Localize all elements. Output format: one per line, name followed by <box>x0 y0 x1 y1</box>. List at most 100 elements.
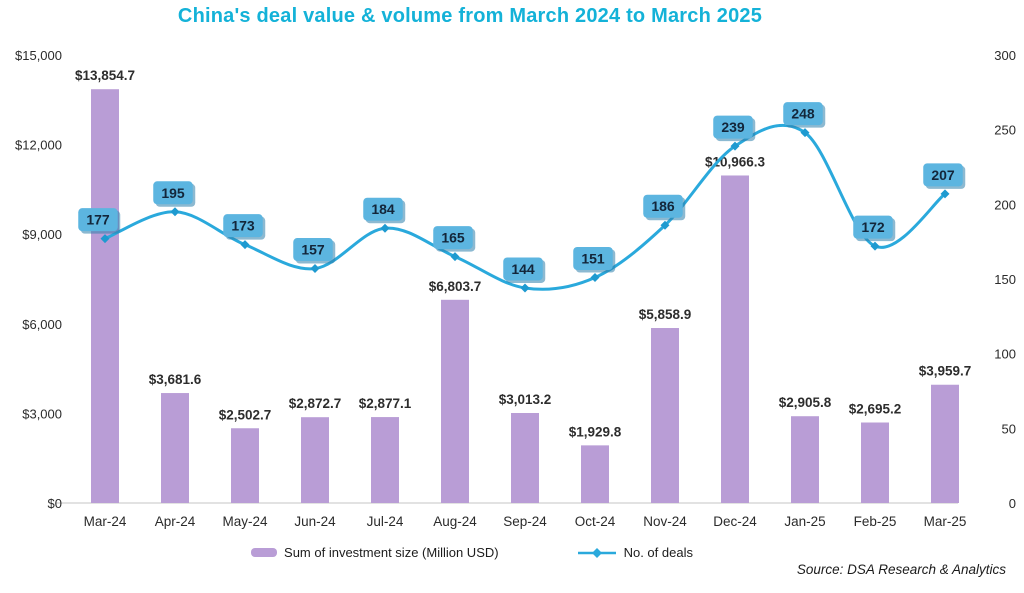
bar <box>161 393 189 503</box>
left-axis-tick-label: $15,000 <box>15 48 62 63</box>
x-axis-label: Mar-25 <box>924 514 967 529</box>
bar-value-label: $2,695.2 <box>849 402 902 417</box>
deals-point <box>310 264 320 274</box>
deals-badge <box>643 194 683 218</box>
x-axis-label: Feb-25 <box>854 514 897 529</box>
right-axis-tick-label: 150 <box>994 272 1016 287</box>
x-axis-label: Jul-24 <box>367 514 404 529</box>
deals-badge <box>853 215 893 239</box>
deals-badge-label: 172 <box>861 219 885 235</box>
bar-value-label: $6,803.7 <box>429 279 482 294</box>
legend: Sum of investment size (Million USD) No.… <box>0 545 984 560</box>
combo-chart: $15,000 $12,000 $9,000 $6,000 $3,000 $0 300 250… <box>15 48 1016 529</box>
deals-badge <box>923 163 963 187</box>
deals-badge-label: 173 <box>231 218 255 234</box>
deals-badge-label: 144 <box>511 261 535 277</box>
bar <box>931 384 959 503</box>
bar-value-label: $1,929.8 <box>569 424 622 439</box>
deals-point <box>380 223 390 233</box>
deals-point <box>100 234 110 244</box>
x-axis-label: Jan-25 <box>784 514 825 529</box>
bar-value-label: $2,905.8 <box>779 395 832 410</box>
bar <box>651 328 679 503</box>
bar <box>371 417 399 503</box>
bar-value-label: $5,858.9 <box>639 307 692 322</box>
bar-value-label: $2,872.7 <box>289 396 342 411</box>
deals-badge-label: 248 <box>791 106 815 122</box>
deals-badge-label: 239 <box>721 119 745 135</box>
deals-badge-label: 165 <box>441 230 465 246</box>
bar <box>791 416 819 503</box>
right-axis-tick-label: 300 <box>994 48 1016 63</box>
x-axis-label: Sep-24 <box>503 514 547 529</box>
x-axis-label: Aug-24 <box>433 514 477 529</box>
bar <box>91 89 119 503</box>
bar-series-swatch-icon <box>251 548 278 557</box>
deals-point <box>240 240 250 250</box>
x-axis-label: Jun-24 <box>294 514 336 529</box>
bar-value-label: $2,502.7 <box>219 407 272 422</box>
deals-badge-label: 207 <box>931 167 955 183</box>
deals-line <box>103 123 947 291</box>
bar <box>441 299 469 503</box>
line-series-swatch-icon <box>577 547 616 558</box>
right-axis-tick-label: 200 <box>994 197 1016 212</box>
deals-badge <box>503 257 543 281</box>
deals-point <box>660 220 670 230</box>
deals-point <box>450 252 460 262</box>
x-axis-label: Nov-24 <box>643 514 687 529</box>
deals-point <box>170 207 180 217</box>
right-axis-tick-label: 100 <box>994 347 1016 362</box>
bar-value-label: $2,877.1 <box>359 396 412 411</box>
deals-badge <box>783 102 823 126</box>
x-axis-label: Apr-24 <box>155 514 196 529</box>
deals-point <box>520 283 530 293</box>
deals-badge <box>363 197 403 221</box>
deals-badge <box>433 226 473 250</box>
bar-value-label: $3,959.7 <box>919 364 972 379</box>
deals-point <box>730 141 740 151</box>
bar <box>861 422 889 503</box>
deals-badge <box>78 208 118 232</box>
deals-badge-label: 177 <box>86 212 110 228</box>
x-axis-label: Oct-24 <box>575 514 616 529</box>
bar <box>581 445 609 503</box>
left-axis-tick-label: $9,000 <box>22 227 62 242</box>
left-axis-tick-label: $3,000 <box>22 406 62 421</box>
bar <box>511 413 539 503</box>
x-axis-label: Mar-24 <box>84 514 127 529</box>
right-axis-tick-label: 50 <box>1002 421 1016 436</box>
bar <box>231 428 259 503</box>
deals-badge <box>573 247 613 271</box>
left-axis-tick-label: $6,000 <box>22 317 62 332</box>
deals-badge <box>293 238 333 262</box>
deals-badge-label: 184 <box>371 201 395 217</box>
legend-item-deals: No. of deals <box>577 545 693 560</box>
deals-badge-label: 157 <box>301 242 325 258</box>
left-axis-tick-label: $12,000 <box>15 138 62 153</box>
deals-badge <box>223 214 263 238</box>
deals-point <box>940 189 950 199</box>
source-credit: Source: DSA Research & Analytics <box>796 562 1006 577</box>
legend-item-investment: Sum of investment size (Million USD) <box>251 545 499 560</box>
bar-value-label: $3,013.2 <box>499 392 552 407</box>
legend-label-deals: No. of deals <box>623 545 693 560</box>
x-axis-label: Dec-24 <box>713 514 757 529</box>
deals-badge-label: 151 <box>581 251 605 267</box>
bar-value-label: $13,854.7 <box>75 68 135 83</box>
bar <box>301 417 329 503</box>
deals-badge <box>153 181 193 205</box>
deals-badge-label: 186 <box>651 198 675 214</box>
deals-point <box>590 273 600 283</box>
left-axis-tick-label: $0 <box>48 496 62 511</box>
deals-point <box>870 241 880 251</box>
deals-badge <box>713 115 753 139</box>
deals-point <box>800 128 810 138</box>
deals-badge-label: 195 <box>161 185 185 201</box>
legend-label-investment: Sum of investment size (Million USD) <box>284 545 499 560</box>
bar <box>721 175 749 503</box>
x-axis-label: May-24 <box>222 514 268 529</box>
chart-title: China's deal value & volume from March 2… <box>177 5 763 27</box>
bar-value-label: $3,681.6 <box>149 372 202 387</box>
